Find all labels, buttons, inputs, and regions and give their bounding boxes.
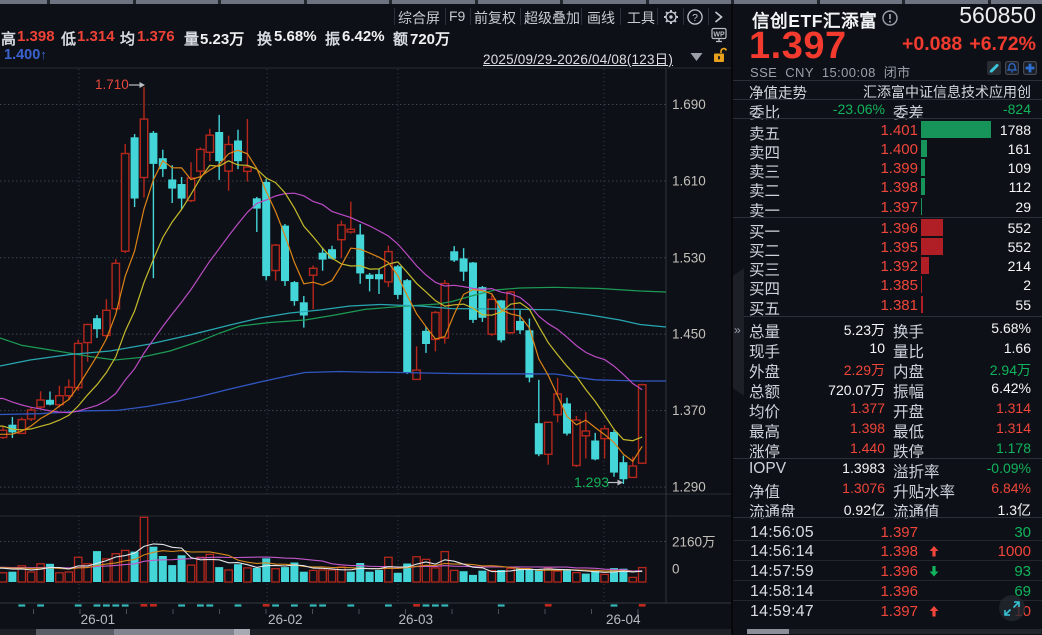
svg-text:2160万: 2160万	[672, 535, 716, 550]
svg-text:26-01: 26-01	[81, 612, 116, 627]
svg-text:WP: WP	[713, 32, 725, 39]
svg-text:?: ?	[692, 12, 698, 24]
svg-text:0: 0	[672, 562, 680, 577]
svg-text:1.450: 1.450	[672, 327, 706, 342]
svg-text:1.290: 1.290	[672, 480, 706, 495]
svg-text:26-04: 26-04	[606, 612, 641, 627]
svg-text:26-02: 26-02	[268, 612, 303, 627]
svg-text:1.293: 1.293	[574, 474, 609, 490]
svg-text:1.370: 1.370	[672, 403, 706, 418]
svg-text:1.530: 1.530	[672, 250, 706, 265]
svg-text:1.710: 1.710	[95, 77, 129, 92]
svg-text:1.690: 1.690	[672, 97, 706, 112]
svg-text:26-03: 26-03	[399, 612, 434, 627]
svg-text:1.610: 1.610	[672, 174, 706, 189]
